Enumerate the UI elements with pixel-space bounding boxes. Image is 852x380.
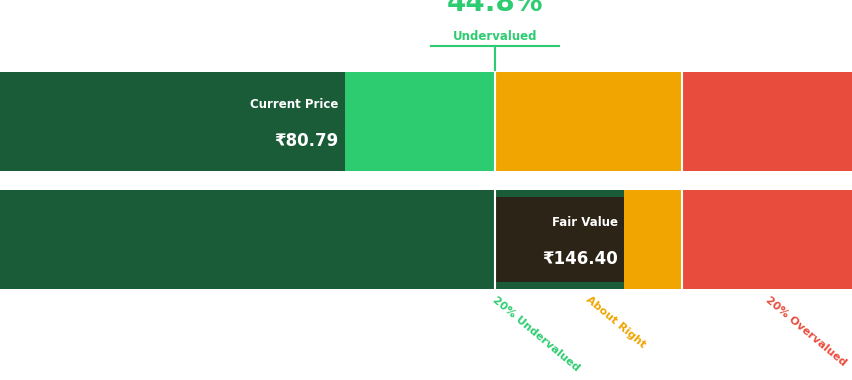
- Text: 20% Undervalued: 20% Undervalued: [490, 294, 580, 373]
- Bar: [0, 190, 624, 289]
- Bar: [155, 79, 344, 164]
- Bar: [0, 190, 494, 289]
- Bar: [0, 72, 344, 171]
- Text: 44.8%: 44.8%: [446, 0, 543, 17]
- Text: 20% Overvalued: 20% Overvalued: [763, 294, 847, 367]
- Text: Fair Value: Fair Value: [551, 216, 617, 229]
- Text: About Right: About Right: [584, 294, 647, 350]
- Bar: [682, 190, 852, 289]
- Text: Current Price: Current Price: [250, 98, 337, 111]
- Text: Undervalued: Undervalued: [452, 30, 537, 43]
- Bar: [494, 197, 624, 282]
- Bar: [494, 190, 682, 289]
- Bar: [682, 72, 852, 171]
- Bar: [494, 72, 682, 171]
- Text: ₹146.40: ₹146.40: [542, 250, 617, 268]
- Bar: [0, 72, 344, 171]
- Bar: [344, 72, 494, 171]
- Text: ₹80.79: ₹80.79: [273, 132, 337, 150]
